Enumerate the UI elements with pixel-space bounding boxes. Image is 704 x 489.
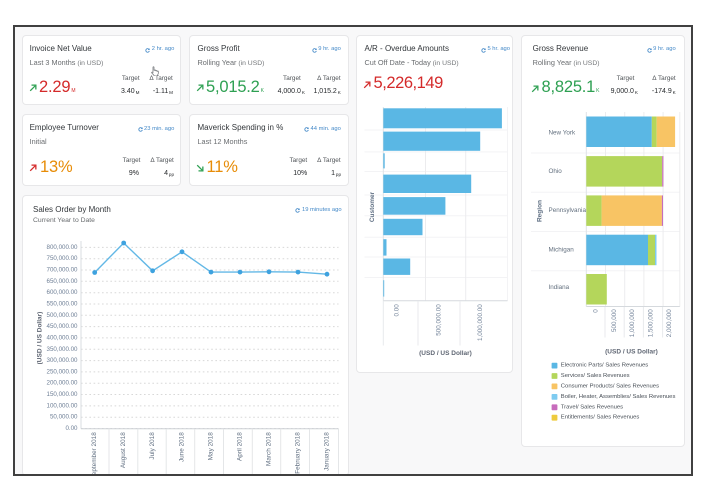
svg-text:Michigan: Michigan (549, 246, 575, 253)
svg-text:Electronic Parts/ Sales Revenu: Electronic Parts/ Sales Revenues (561, 363, 648, 369)
svg-text:500,000: 500,000 (611, 309, 618, 332)
svg-text:1,000,000.00: 1,000,000.00 (477, 304, 484, 341)
svg-text:0.00: 0.00 (394, 304, 401, 317)
svg-text:Pennsylvania: Pennsylvania (549, 207, 587, 214)
svg-text:450,000.00: 450,000.00 (47, 323, 79, 330)
svg-text:100,000.00: 100,000.00 (47, 402, 79, 409)
svg-text:200,000.00: 200,000.00 (47, 380, 79, 387)
svg-text:March 2018: March 2018 (266, 432, 273, 466)
svg-text:January 2018: January 2018 (324, 432, 331, 471)
svg-text:0.00: 0.00 (65, 425, 78, 432)
svg-text:600,000.00: 600,000.00 (47, 289, 79, 296)
svg-text:300,000.00: 300,000.00 (47, 357, 79, 364)
svg-text:Ohio: Ohio (549, 168, 563, 175)
svg-text:New York: New York (549, 130, 576, 137)
svg-text:1,000,000: 1,000,000 (629, 309, 636, 338)
svg-text:Region: Region (537, 200, 544, 222)
svg-text:Entitlements/ Sales Revenues: Entitlements/ Sales Revenues (561, 415, 640, 421)
svg-text:0: 0 (592, 309, 599, 313)
svg-text:Travel/ Sales Revenues: Travel/ Sales Revenues (561, 404, 623, 410)
svg-text:800,000.00: 800,000.00 (47, 244, 79, 251)
svg-text:(USD / US Dollar): (USD / US Dollar) (37, 312, 44, 365)
svg-text:550,000.00: 550,000.00 (47, 301, 79, 308)
svg-text:Boiler, Heater, Assemblies/ Sa: Boiler, Heater, Assemblies/ Sales Revenu… (561, 394, 676, 400)
svg-text:Customer: Customer (369, 191, 376, 222)
svg-text:Indiana: Indiana (549, 284, 570, 291)
svg-text:2,000,000: 2,000,000 (666, 309, 673, 338)
svg-text:Services/ Sales Revenues: Services/ Sales Revenues (561, 373, 630, 379)
svg-text:750,000.00: 750,000.00 (47, 255, 79, 262)
svg-text:650,000.00: 650,000.00 (47, 278, 79, 285)
svg-text:700,000.00: 700,000.00 (47, 267, 79, 274)
svg-text:(USD / US Dollar): (USD / US Dollar) (419, 350, 472, 357)
svg-text:250,000.00: 250,000.00 (47, 368, 79, 375)
svg-text:Consumer Products/ Sales Reven: Consumer Products/ Sales Revenues (561, 383, 659, 389)
svg-text:February 2018: February 2018 (295, 432, 302, 474)
svg-text:September 2018: September 2018 (91, 432, 98, 476)
svg-text:June 2018: June 2018 (179, 432, 186, 462)
svg-text:150,000.00: 150,000.00 (47, 391, 79, 398)
svg-text:500,000.00: 500,000.00 (47, 312, 79, 319)
svg-text:350,000.00: 350,000.00 (47, 346, 79, 353)
svg-text:August 2018: August 2018 (120, 432, 127, 468)
svg-text:May 2018: May 2018 (208, 432, 215, 461)
svg-text:50,000.00: 50,000.00 (50, 414, 78, 421)
svg-text:500,000.00: 500,000.00 (436, 304, 443, 336)
svg-text:1,500,000: 1,500,000 (648, 309, 655, 338)
svg-text:July 2018: July 2018 (149, 432, 156, 460)
svg-text:(USD / US Dollar): (USD / US Dollar) (605, 348, 658, 355)
svg-text:400,000.00: 400,000.00 (47, 334, 79, 341)
svg-text:April 2018: April 2018 (237, 432, 244, 461)
